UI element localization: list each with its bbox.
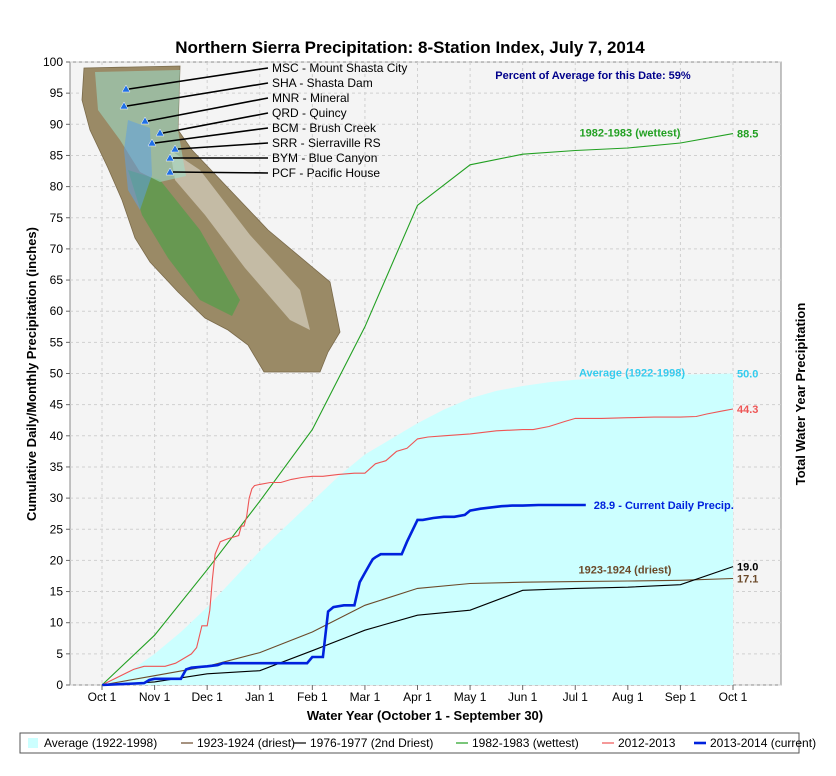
series-average-end-value: 50.0 bbox=[737, 369, 758, 381]
station-label-msc: MSC - Mount Shasta City bbox=[272, 61, 407, 75]
y2-axis-label: Total Water Year Precipitation bbox=[793, 303, 808, 486]
station-label-pcf: PCF - Pacific House bbox=[272, 166, 380, 180]
y-tick-label: 15 bbox=[50, 585, 64, 599]
station-label-bcm: BCM - Brush Creek bbox=[272, 121, 377, 135]
y-tick-label: 40 bbox=[50, 429, 64, 443]
y-axis-label: Cumulative Daily/Monthly Precipitation (… bbox=[24, 227, 39, 521]
annotation-layer: Average (1922-1998) 50.0 1923-1924 (driest… bbox=[579, 128, 759, 586]
series-wettest-end-value: 88.5 bbox=[737, 129, 758, 141]
y-tick-label: 10 bbox=[50, 616, 64, 630]
x-tick-label: Jul 1 bbox=[563, 690, 589, 704]
station-label-mnr: MNR - Mineral bbox=[272, 91, 349, 105]
station-marker-icon bbox=[140, 116, 150, 125]
legend-item-dry2: 1976-1977 (2nd Driest) bbox=[310, 736, 433, 750]
legend-item-driest: 1923-1924 (driest) bbox=[197, 736, 295, 750]
station-leader-line bbox=[154, 127, 269, 144]
x-tick-label: Oct 1 bbox=[719, 690, 748, 704]
station-leader-line bbox=[177, 142, 269, 150]
x-tick-label: Aug 1 bbox=[612, 690, 644, 704]
series-driest-end-value: 17.1 bbox=[737, 573, 758, 585]
y-tick-label: 25 bbox=[50, 522, 64, 536]
station-marker-icon bbox=[147, 138, 157, 147]
sacramento-valley bbox=[124, 120, 152, 210]
x-tick-label: Jan 1 bbox=[245, 690, 275, 704]
series-layer bbox=[101, 133, 734, 687]
station-label-qrd: QRD - Quincy bbox=[272, 106, 347, 120]
station-marker-icon bbox=[170, 144, 180, 153]
series-y2013-line bbox=[101, 408, 734, 686]
y-tick-label: 85 bbox=[50, 148, 64, 162]
series-average-label: Average (1922-1998) bbox=[579, 368, 685, 380]
x-tick-label: May 1 bbox=[454, 690, 487, 704]
legend-box bbox=[19, 732, 800, 754]
axes: 0 5 10 15 20 25 30 35 40 45 50 55 60 65 70 75 80 85 90 95 10… bbox=[43, 55, 748, 704]
station-label-sha: SHA - Shasta Dam bbox=[272, 76, 373, 90]
series-current-line bbox=[101, 503, 586, 687]
legend-swatch-average bbox=[28, 738, 38, 748]
y-tick-label: 35 bbox=[50, 460, 64, 474]
y-tick-label: 55 bbox=[50, 335, 64, 349]
station-leader-line bbox=[162, 112, 269, 134]
station-marker-icon bbox=[121, 84, 131, 93]
y-tick-label: 50 bbox=[50, 367, 64, 381]
legend-item-average: Average (1922-1998) bbox=[44, 736, 157, 750]
x-tick-label: Mar 1 bbox=[350, 690, 381, 704]
station-leader-line bbox=[126, 82, 269, 107]
legend-item-current: 2013-2014 (current) bbox=[710, 736, 816, 750]
x-tick-label: Jun 1 bbox=[508, 690, 538, 704]
station-leader-line bbox=[172, 171, 269, 174]
station-leader-line bbox=[128, 67, 269, 90]
percent-of-average-note: Percent of Average for this Date: 59% bbox=[495, 70, 691, 82]
series-wettest-line bbox=[101, 133, 734, 686]
sierra-highlands bbox=[170, 150, 310, 330]
y-tick-label: 65 bbox=[50, 273, 64, 287]
y-tick-label: 90 bbox=[50, 117, 64, 131]
x-tick-label: Feb 1 bbox=[297, 690, 328, 704]
y-tick-label: 20 bbox=[50, 553, 64, 567]
y-tick-label: 30 bbox=[50, 491, 64, 505]
legend: Average (1922-1998) 1923-1924 (driest) 197… bbox=[28, 736, 816, 750]
series-dry2-end-value: 19.0 bbox=[737, 562, 758, 574]
station-marker-icon bbox=[165, 167, 175, 176]
station-marker-icon bbox=[119, 101, 129, 110]
central-valley bbox=[128, 170, 240, 316]
chart-title: Northern Sierra Precipitation: 8-Station… bbox=[175, 38, 645, 57]
y-tick-label: 0 bbox=[56, 678, 63, 692]
average-area-layer bbox=[102, 373, 733, 685]
x-tick-label: Sep 1 bbox=[665, 690, 697, 704]
series-average-area bbox=[102, 373, 733, 685]
series-dry2-line bbox=[101, 566, 734, 686]
station-label-bym: BYM - Blue Canyon bbox=[272, 151, 377, 165]
station-leader-line bbox=[147, 97, 269, 122]
legend-item-y2013: 2012-2013 bbox=[618, 736, 676, 750]
y-tick-label: 5 bbox=[56, 647, 63, 661]
series-driest-label: 1923-1924 (driest) bbox=[579, 564, 672, 576]
x-tick-label: Nov 1 bbox=[139, 690, 171, 704]
y-tick-label: 95 bbox=[50, 86, 64, 100]
station-marker-icon bbox=[155, 128, 165, 137]
series-current-label: 28.9 - Current Daily Precip. bbox=[594, 500, 734, 512]
y-tick-label: 60 bbox=[50, 304, 64, 318]
y-tick-label: 45 bbox=[50, 398, 64, 412]
station-marker-icon bbox=[165, 153, 175, 162]
x-axis-label: Water Year (October 1 - September 30) bbox=[307, 708, 543, 723]
x-tick-label: Oct 1 bbox=[88, 690, 117, 704]
x-tick-label: Dec 1 bbox=[191, 690, 223, 704]
y-tick-label: 100 bbox=[43, 55, 63, 69]
x-tick-label: Apr 1 bbox=[403, 690, 432, 704]
y-tick-label: 80 bbox=[50, 180, 64, 194]
series-wettest-label: 1982-1983 (wettest) bbox=[580, 128, 681, 140]
y-tick-label: 70 bbox=[50, 242, 64, 256]
legend-item-wettest: 1982-1983 (wettest) bbox=[472, 736, 579, 750]
station-label-srr: SRR - Sierraville RS bbox=[272, 136, 381, 150]
series-y2013-end-value: 44.3 bbox=[737, 404, 758, 416]
y-tick-label: 75 bbox=[50, 211, 64, 225]
